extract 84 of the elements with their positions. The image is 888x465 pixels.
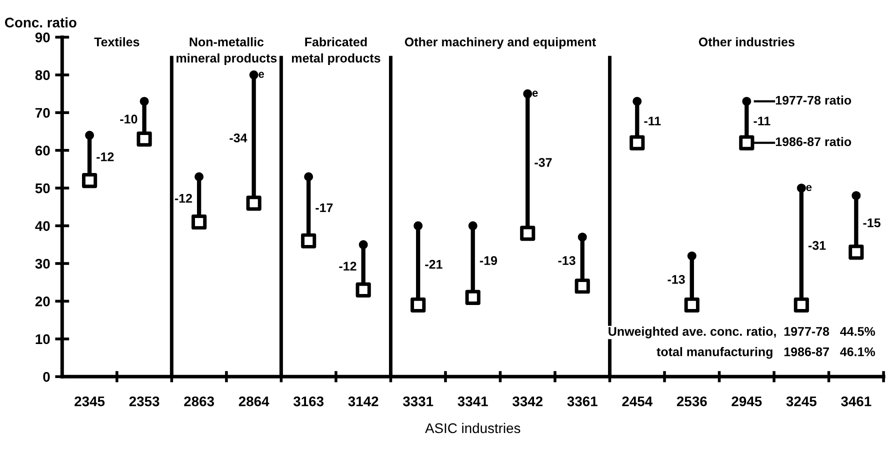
legend-label: 1977-78 ratio: [776, 95, 852, 105]
point: [140, 96, 149, 106]
point: [794, 297, 809, 313]
annotation: -31: [808, 241, 826, 250]
point: [687, 251, 696, 260]
annotation: Unweighted ave. conc. ratio, 1977-78 44.5%: [608, 326, 876, 338]
point: [632, 96, 642, 106]
annotation: -15: [863, 218, 880, 228]
point: [85, 130, 94, 140]
x-axis-title: ASIC industries: [425, 422, 520, 434]
point: [578, 232, 587, 242]
point: [520, 226, 536, 241]
point: [304, 172, 314, 182]
point: [742, 96, 752, 106]
y-tick-label: 70: [36, 108, 50, 118]
y-tick-label: 80: [35, 70, 50, 80]
x-tick-label: 3461: [841, 396, 872, 406]
point: [414, 221, 423, 230]
point: [523, 89, 532, 98]
point: [630, 135, 645, 150]
point: [356, 282, 371, 298]
annotation: -13: [668, 274, 685, 284]
annotation: Textiles: [94, 37, 140, 46]
point: [301, 233, 316, 248]
point: [848, 244, 864, 260]
x-tick-label: 2345: [74, 396, 105, 406]
point: [796, 184, 806, 193]
x-tick-label: 2536: [676, 396, 707, 406]
point: [739, 135, 754, 150]
annotation: -13: [558, 256, 576, 265]
y-tick-label: 60: [35, 146, 50, 156]
x-tick-label: 2863: [184, 396, 214, 406]
annotation: e: [532, 90, 538, 97]
annotation: e: [806, 184, 812, 192]
annotation: Other machinery and equipment: [404, 37, 596, 49]
y-tick-label: 40: [35, 221, 50, 231]
x-tick-label: 3245: [786, 396, 816, 406]
annotation: -12: [339, 262, 356, 271]
y-tick-label: 30: [35, 258, 50, 269]
annotation: Non-metallic mineral products: [176, 37, 277, 66]
annotation: -12: [174, 194, 192, 203]
point: [410, 297, 426, 313]
x-tick-label: 2945: [732, 396, 762, 406]
point: [194, 172, 204, 182]
point: [465, 290, 480, 305]
annotation: -10: [120, 114, 138, 124]
legend-label: 1986-87 ratio: [776, 136, 852, 146]
x-tick-label: 3342: [512, 396, 543, 406]
annotation: e: [258, 72, 264, 78]
point: [249, 70, 258, 80]
point: [358, 240, 368, 250]
annotation: -17: [316, 203, 333, 212]
annotation: -11: [644, 116, 661, 126]
annotation: total manufacturing 1986-87 46.1%: [656, 347, 876, 359]
x-tick-label: 3341: [458, 396, 488, 406]
x-tick-label: 2454: [622, 396, 653, 406]
point: [246, 196, 262, 211]
y-tick-label: 20: [35, 296, 50, 306]
point: [136, 131, 152, 147]
annotation: Other industries: [698, 37, 794, 46]
x-tick-label: 2864: [238, 396, 270, 406]
annotation: -11: [754, 116, 770, 126]
x-tick-label: 3142: [348, 396, 378, 406]
point: [468, 221, 478, 230]
x-tick-label: 2353: [129, 396, 160, 406]
point: [82, 172, 98, 188]
x-tick-label: 3163: [293, 396, 324, 406]
annotation: -12: [96, 152, 114, 162]
point: [684, 297, 700, 313]
x-tick-label: 3331: [402, 396, 434, 406]
y-tick-label: 0: [43, 372, 50, 382]
y-tick-label: 10: [36, 334, 50, 344]
annotation: -37: [534, 158, 552, 167]
point: [192, 214, 207, 230]
annotation: Fabricated metal products: [292, 37, 380, 66]
annotation: -19: [480, 256, 498, 265]
annotation: -21: [425, 260, 442, 269]
point: [852, 191, 861, 200]
y-tick-label: 50: [35, 183, 50, 194]
annotation: -34: [230, 134, 248, 142]
x-tick-label: 3361: [567, 396, 598, 406]
y-axis-title: Conc. ratio: [5, 17, 76, 28]
point: [574, 278, 590, 294]
y-tick-label: 90: [35, 32, 50, 42]
